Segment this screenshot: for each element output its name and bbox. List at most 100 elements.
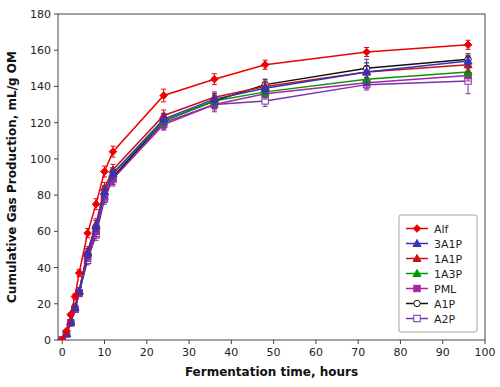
error-bar-cap (110, 157, 115, 158)
error-bar-cap (466, 71, 471, 72)
error-bar-cap (161, 113, 166, 114)
error-bar-cap (212, 73, 217, 74)
error-bar-cap (466, 53, 471, 54)
y-tick (54, 86, 58, 87)
x-tick (189, 340, 190, 344)
y-tick-label: 120 (30, 117, 51, 130)
error-bar-cap (94, 236, 99, 237)
x-tick-label: 80 (393, 346, 407, 359)
legend: Alf3A1P1A1P1A3PPMLA1PA2P (399, 215, 477, 332)
error-bar-cap (263, 81, 268, 82)
x-tick (442, 340, 443, 344)
error-bar-cap (263, 79, 268, 80)
data-point (109, 148, 117, 156)
x-tick-label: 0 (59, 346, 66, 359)
x-tick (231, 340, 232, 344)
x-tick (273, 340, 274, 344)
data-point (58, 336, 66, 340)
data-point (464, 41, 472, 49)
data-point (71, 293, 79, 301)
legend-marker (413, 240, 421, 247)
x-tick (62, 340, 63, 344)
error-bar (263, 96, 268, 107)
legend-marker (414, 300, 420, 306)
error-bar-cap (161, 113, 166, 114)
y-tick-label: 140 (30, 80, 51, 93)
y-tick (54, 303, 58, 304)
data-point (84, 249, 92, 256)
data-point (160, 92, 168, 100)
error-bar-cap (110, 146, 115, 147)
y-tick (54, 50, 58, 51)
error-bar-cap (263, 97, 268, 98)
error-bar-cap (466, 66, 471, 67)
error-bar-cap (466, 66, 471, 67)
error-bar-cap (110, 167, 115, 168)
data-point (101, 187, 109, 194)
error-bar-cap (212, 109, 217, 110)
x-tick-label: 20 (140, 346, 154, 359)
error-bar-cap (94, 236, 99, 237)
y-tick-label: 60 (37, 225, 51, 238)
data-point (67, 311, 75, 319)
data-point (75, 269, 83, 277)
data-point (92, 222, 100, 229)
error-bar-cap (110, 167, 115, 168)
data-point (363, 68, 371, 75)
error-bar-cap (364, 84, 369, 85)
y-tick-label: 40 (37, 262, 51, 275)
data-point (211, 75, 219, 83)
error-bar-cap (102, 202, 107, 203)
error-bar-cap (364, 59, 369, 60)
legend-marker (413, 225, 421, 233)
error-bar-cap (94, 220, 99, 221)
y-tick (54, 14, 58, 15)
error-bar (466, 68, 471, 93)
x-tick-label: 40 (224, 346, 238, 359)
error-bar-cap (85, 257, 90, 258)
error-bar-cap (110, 184, 115, 185)
error-bar-cap (466, 77, 471, 78)
legend-label: 3A1P (434, 238, 463, 251)
error-bar-cap (94, 240, 99, 241)
y-tick (54, 267, 58, 268)
error-bar-cap (94, 231, 99, 232)
error-bar-cap (94, 220, 99, 221)
data-point (109, 169, 117, 176)
y-tick (54, 340, 58, 341)
legend-marker (413, 255, 421, 262)
data-point (261, 61, 269, 69)
error-bar-cap (110, 184, 115, 185)
legend-marker (414, 315, 420, 321)
x-tick-label: 100 (475, 346, 496, 359)
x-tick (315, 340, 316, 344)
data-point (261, 84, 269, 91)
data-point (363, 48, 371, 56)
data-point (92, 200, 100, 208)
error-bar-cap (212, 104, 217, 105)
data-point (63, 327, 71, 335)
y-tick (54, 158, 58, 159)
y-tick-label: 180 (30, 8, 51, 21)
chart: 0102030405060708090100020406080100120140… (0, 0, 500, 387)
error-bar-cap (161, 129, 166, 130)
error-bar-cap (102, 196, 107, 197)
legend-label: 1A3P (434, 268, 463, 281)
error-bar-cap (94, 209, 99, 210)
legend-label: PML (434, 283, 457, 296)
x-tick (358, 340, 359, 344)
error-bar-cap (102, 186, 107, 187)
error-bar-cap (110, 178, 115, 179)
error-bar-cap (161, 109, 166, 110)
legend-marker (413, 270, 421, 277)
data-point (84, 229, 92, 237)
x-tick (485, 340, 486, 344)
y-axis-label: Cumulative Gas Production, mL/g OM (5, 51, 19, 303)
error-bar-cap (466, 55, 471, 56)
error-bar-cap (110, 178, 115, 179)
y-tick-label: 20 (37, 298, 51, 311)
y-tick-label: 160 (30, 44, 51, 57)
error-bar-cap (102, 202, 107, 203)
error-bar-cap (161, 126, 166, 127)
error-bar-cap (263, 106, 268, 107)
